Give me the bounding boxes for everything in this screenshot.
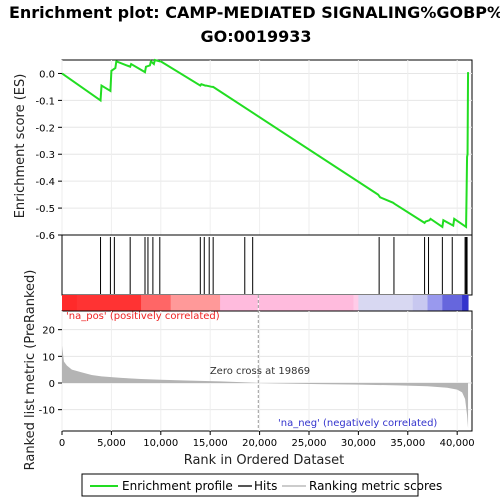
x-tick-label: 35,000 (390, 438, 425, 449)
color-bar-segment (358, 295, 414, 311)
es-y-tick-label: -0.6 (35, 231, 55, 242)
color-bar-segment (76, 295, 142, 311)
na-neg-label: 'na_neg' (negatively correlated) (278, 418, 437, 429)
es-y-tick-label: -0.3 (35, 150, 55, 161)
x-tick-label: 0 (59, 438, 65, 449)
ranking-color-bar (62, 295, 469, 311)
enrichment-profile-line (61, 58, 470, 229)
es-y-tick-label: -0.5 (35, 204, 55, 215)
x-ticks: 0 5,000 10,000 15,000 20,000 25,000 30,000 35,0… (59, 431, 475, 449)
color-bar-segment (353, 295, 359, 311)
zero-cross-label: Zero cross at 19869 (210, 366, 310, 377)
color-bar-segment (412, 295, 429, 311)
es-y-tick-label: -0.4 (35, 177, 55, 188)
metric-y-tick-label: -10 (39, 406, 55, 417)
legend-enrichment-label: Enrichment profile (122, 479, 233, 493)
es-y-tick-label: -0.2 (35, 123, 55, 134)
x-tick-label: 30,000 (341, 438, 376, 449)
x-tick-label: 5,000 (97, 438, 126, 449)
metric-y-axis-title: Ranked list metric (PreRanked) (23, 270, 38, 471)
legend-hits-label: Hits (254, 479, 277, 493)
legend-metric-label: Ranking metric scores (309, 479, 442, 493)
metric-y-tick-label: 10 (42, 352, 55, 363)
es-gridlines (61, 60, 472, 236)
es-y-ticks: 0.0 -0.1 -0.2 -0.3 -0.4 -0.5 -0.6 (35, 69, 62, 242)
chart-title-line1: Enrichment plot: CAMP-MEDIATED SIGNALING… (9, 3, 500, 22)
es-y-tick-label: -0.1 (35, 96, 55, 107)
color-bar-segment (141, 295, 172, 311)
na-pos-label: 'na_pos' (positively correlated) (66, 311, 220, 322)
metric-y-ticks: 20 10 0 -10 (39, 326, 62, 417)
color-bar-segment (170, 295, 221, 311)
metric-y-tick-label: 20 (42, 326, 55, 337)
hit-markers (100, 237, 468, 294)
x-tick-label: 15,000 (193, 438, 228, 449)
x-axis-title: Rank in Ordered Dataset (184, 453, 345, 468)
x-tick-label: 10,000 (143, 438, 178, 449)
color-bar-segment (442, 295, 463, 311)
es-y-tick-label: 0.0 (39, 69, 55, 80)
color-bar-segment (62, 295, 78, 311)
color-bar-segment (220, 295, 354, 311)
color-bar-segment (462, 295, 469, 311)
x-tick-label: 40,000 (440, 438, 475, 449)
x-tick-label: 25,000 (291, 438, 326, 449)
chart-title-line2: GO:0019933 (200, 27, 311, 46)
hits-panel-frame (61, 234, 473, 296)
x-tick-label: 20,000 (242, 438, 277, 449)
es-y-axis-title: Enrichment score (ES) (13, 74, 28, 219)
es-panel-frame (61, 59, 473, 236)
color-bar-segment (427, 295, 443, 311)
metric-y-tick-label: 0 (49, 379, 55, 390)
ranking-metric-area (62, 345, 469, 429)
